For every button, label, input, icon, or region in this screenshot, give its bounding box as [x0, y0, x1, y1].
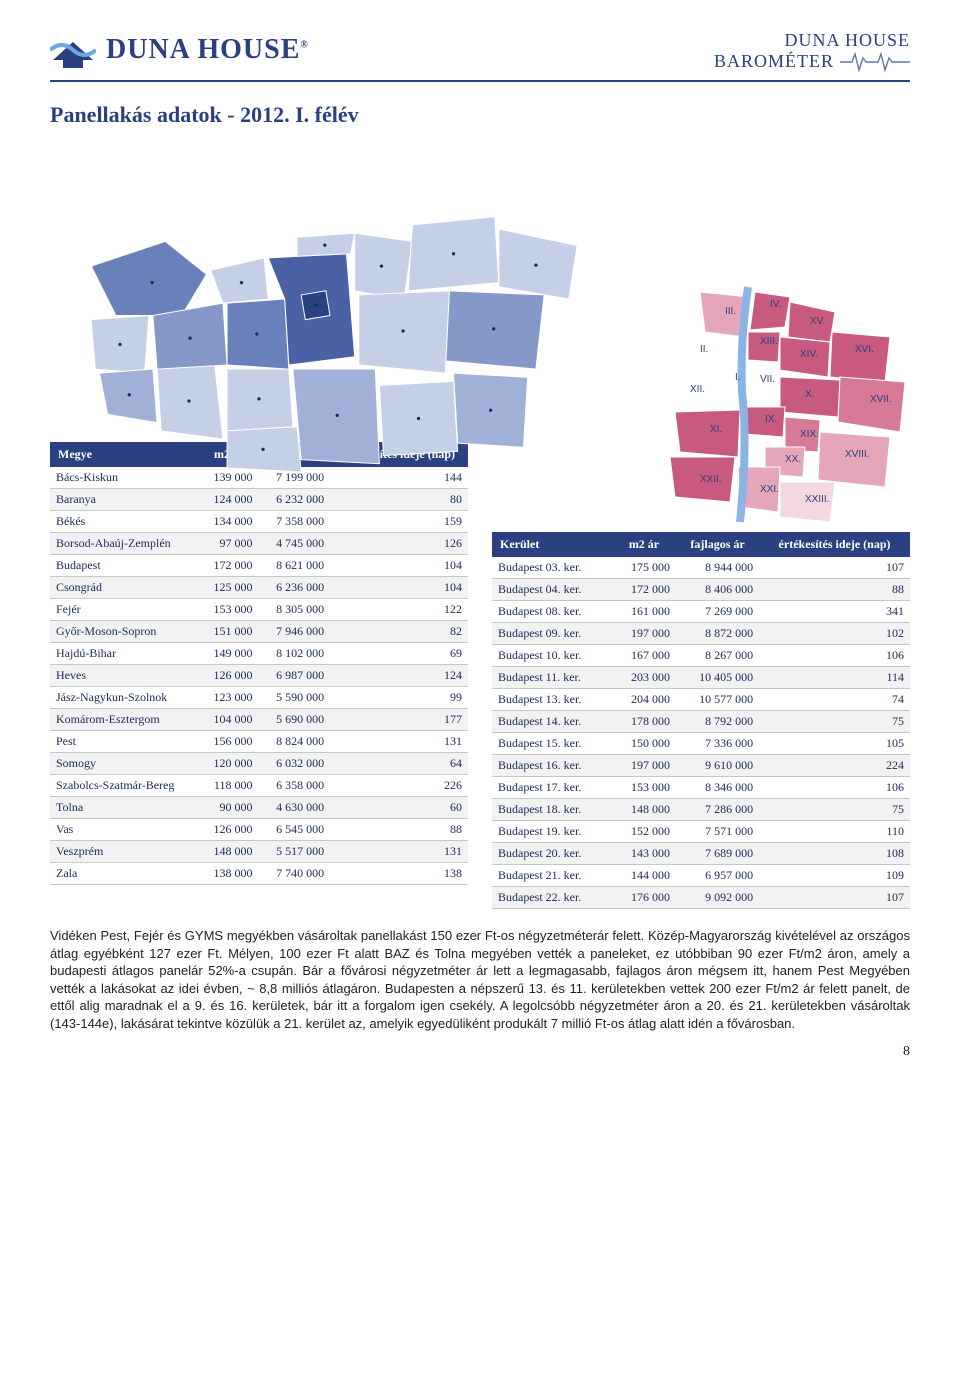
- duna-house-icon: [50, 30, 96, 70]
- district-th-1: m2 ár: [612, 532, 676, 557]
- table-row: Borsod-Abaúj-Zemplén97 0004 745 000126: [50, 533, 468, 555]
- budapest-map: III. IV. XV. II. XIII. XIV. XVI. XII. I. VII. X. XV…: [630, 282, 910, 532]
- table-row: Budapest 20. ker.143 0007 689 000108: [492, 843, 910, 865]
- district-th-3: értékesítés ideje (nap): [759, 532, 910, 557]
- table-row: Pest156 0008 824 000131: [50, 731, 468, 753]
- table-row: Budapest 17. ker.153 0008 346 000106: [492, 777, 910, 799]
- table-row: Komárom-Esztergom104 0005 690 000177: [50, 709, 468, 731]
- table-row: Budapest 04. ker.172 0008 406 00088: [492, 579, 910, 601]
- table-row: Fejér153 0008 305 000122: [50, 599, 468, 621]
- table-row: Tolna90 0004 630 00060: [50, 797, 468, 819]
- district-XVI.: [830, 332, 890, 382]
- page-number: 8: [50, 1044, 910, 1060]
- table-row: Vas126 0006 545 00088: [50, 819, 468, 841]
- district-label: XVI.: [855, 344, 874, 355]
- district-th-2: fajlagos ár: [676, 532, 759, 557]
- district-label: XIX.: [800, 429, 819, 440]
- table-row: Somogy120 0006 032 00064: [50, 753, 468, 775]
- table-row: Budapest 21. ker.144 0006 957 000109: [492, 865, 910, 887]
- district-label: XXII.: [700, 474, 722, 485]
- district-label: XI.: [710, 424, 722, 435]
- district-label: XII.: [690, 384, 705, 395]
- table-row: Budapest 09. ker.197 0008 872 000102: [492, 623, 910, 645]
- district-label: VII.: [760, 374, 775, 385]
- brand-name: DUNA HOUSE®: [106, 36, 309, 64]
- table-row: Győr-Moson-Sopron151 0007 946 00082: [50, 621, 468, 643]
- table-row: Szabolcs-Szatmár-Bereg118 0006 358 00022…: [50, 775, 468, 797]
- district-label: I.: [735, 372, 741, 383]
- danube-river: [740, 287, 748, 522]
- district-label: XV.: [810, 316, 825, 327]
- table-row: Csongrád125 0006 236 000104: [50, 577, 468, 599]
- table-row: Veszprém148 0005 517 000131: [50, 841, 468, 863]
- table-row: Budapest 11. ker.203 00010 405 000114: [492, 667, 910, 689]
- county-Heves: [355, 233, 413, 299]
- district-XI.: [675, 410, 740, 457]
- district-label: XVIII.: [845, 449, 869, 460]
- district-label: XXI.: [760, 484, 779, 495]
- table-row: Budapest 22. ker.176 0009 092 000107: [492, 887, 910, 909]
- brand-logo: DUNA HOUSE®: [50, 30, 309, 70]
- table-row: Budapest 08. ker.161 0007 269 000341: [492, 601, 910, 623]
- district-IV.: [750, 292, 790, 330]
- county-Komárom-Esztergom: [211, 258, 269, 303]
- table-row: Budapest 16. ker.197 0009 610 000224: [492, 755, 910, 777]
- district-table: Kerületm2 árfajlagos árértékesítés ideje…: [492, 532, 910, 909]
- table-row: Jász-Nagykun-Szolnok123 0005 590 00099: [50, 687, 468, 709]
- body-paragraph: Vidéken Pest, Fejér és GYMS megyékben vá…: [50, 927, 910, 1032]
- district-label: X.: [805, 389, 814, 400]
- table-row: Budapest 19. ker.152 0007 571 000110: [492, 821, 910, 843]
- county-Szabolcs-Szatmár-Bereg: [499, 229, 577, 299]
- barometer-title-block: DUNA HOUSE BAROMÉTER: [714, 30, 910, 72]
- table-row: Zala138 0007 740 000138: [50, 863, 468, 885]
- table-row: Budapest 10. ker.167 0008 267 000106: [492, 645, 910, 667]
- table-row: Budapest 14. ker.178 0008 792 00075: [492, 711, 910, 733]
- county-Győr-Moson-Sopron: [91, 241, 206, 315]
- table-row: Hajdú-Bihar149 0008 102 00069: [50, 643, 468, 665]
- table-row: Budapest172 0008 621 000104: [50, 555, 468, 577]
- heartbeat-icon: [840, 52, 910, 72]
- district-label: IV.: [770, 299, 781, 310]
- hungary-map: [50, 142, 610, 502]
- district-label: XIV.: [800, 349, 818, 360]
- district-label: IX.: [765, 414, 777, 425]
- district-label: XXIII.: [805, 494, 829, 505]
- district-label: XVII.: [870, 394, 892, 405]
- district-label: III.: [725, 306, 736, 317]
- district-label: II.: [700, 344, 708, 355]
- table-row: Budapest 15. ker.150 0007 336 000105: [492, 733, 910, 755]
- district-th-0: Kerület: [492, 532, 612, 557]
- table-row: Budapest 13. ker.204 00010 577 00074: [492, 689, 910, 711]
- table-row: Budapest 18. ker.148 0007 286 00075: [492, 799, 910, 821]
- page-title: Panellakás adatok - 2012. I. félév: [50, 102, 910, 128]
- table-row: Heves126 0006 987 000124: [50, 665, 468, 687]
- district-label: XX.: [785, 454, 801, 465]
- table-row: Budapest 03. ker.175 0008 944 000107: [492, 557, 910, 579]
- district-label: XIII.: [760, 336, 778, 347]
